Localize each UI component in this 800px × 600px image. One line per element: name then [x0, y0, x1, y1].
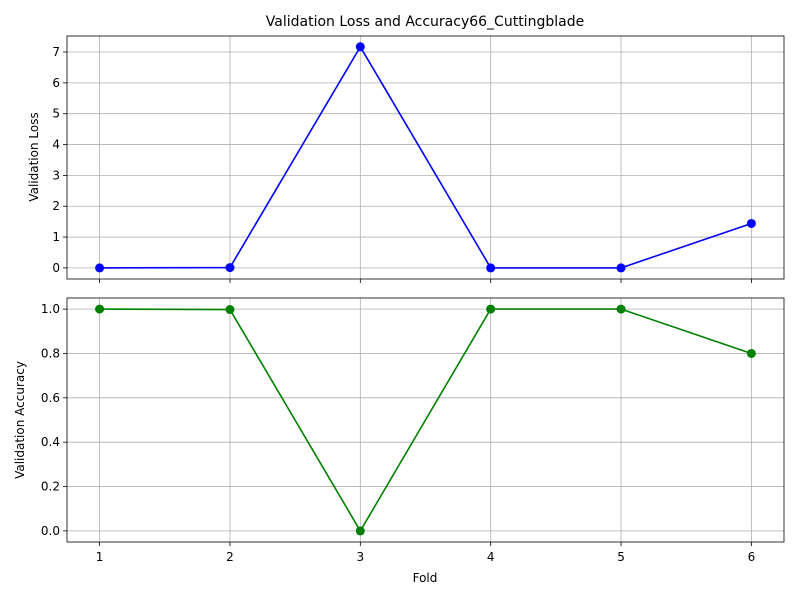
- accuracy-data-point: [746, 348, 756, 358]
- loss-data-point: [486, 263, 496, 273]
- loss-axes-frame: [66, 35, 785, 280]
- accuracy-data-point: [486, 304, 496, 314]
- accuracy-x-tick-label: 5: [617, 550, 625, 564]
- accuracy-y-tick-label: 0.2: [41, 480, 60, 494]
- loss-series-line: [99, 45, 752, 269]
- chart-title: Validation Loss and Accuracy66_Cuttingbl…: [266, 14, 584, 30]
- accuracy-data-point: [616, 304, 626, 314]
- loss-data-point: [95, 263, 105, 273]
- accuracy-x-tick-label: 2: [226, 550, 234, 564]
- accuracy-axes-frame: [66, 297, 785, 543]
- accuracy-x-tick-label: 6: [748, 550, 756, 564]
- loss-data-point: [746, 218, 756, 228]
- loss-y-tick-label: 7: [52, 45, 60, 59]
- accuracy-data-point: [95, 304, 105, 314]
- accuracy-data-point: [225, 305, 235, 315]
- loss-data-point: [616, 263, 626, 273]
- loss-axes: 0 1 2 3 4 5 6 7: [52, 35, 785, 283]
- loss-y-tick-label: 5: [52, 107, 60, 121]
- accuracy-y-tick-label: 0.4: [41, 435, 60, 449]
- accuracy-y-axis-label: Validation Accuracy: [13, 361, 27, 479]
- accuracy-x-tick-label: 4: [487, 550, 495, 564]
- x-axis-label: Fold: [413, 571, 438, 585]
- accuracy-data-point: [355, 526, 365, 536]
- accuracy-series-line: [99, 308, 752, 533]
- loss-y-tick-label: 0: [52, 261, 60, 275]
- accuracy-axes: 0.0 0.2 0.4 0.6 0.8 1.0 1 2 3 4 5 6: [41, 297, 785, 564]
- loss-data-point: [355, 42, 365, 52]
- accuracy-x-tick-label: 3: [356, 550, 364, 564]
- loss-y-tick-label: 4: [52, 138, 60, 152]
- accuracy-x-tick-label: 1: [96, 550, 104, 564]
- accuracy-y-tick-label: 0.6: [41, 391, 60, 405]
- accuracy-y-tick-label: 0.8: [41, 346, 60, 360]
- loss-data-point: [225, 263, 235, 273]
- loss-y-tick-label: 1: [52, 230, 60, 244]
- accuracy-y-tick-label: 1.0: [41, 302, 60, 316]
- accuracy-y-tick-label: 0.0: [41, 524, 60, 538]
- loss-y-axis-label: Validation Loss: [27, 112, 41, 201]
- loss-y-tick-label: 2: [52, 199, 60, 213]
- loss-y-tick-label: 6: [52, 76, 60, 90]
- loss-y-tick-label: 3: [52, 168, 60, 182]
